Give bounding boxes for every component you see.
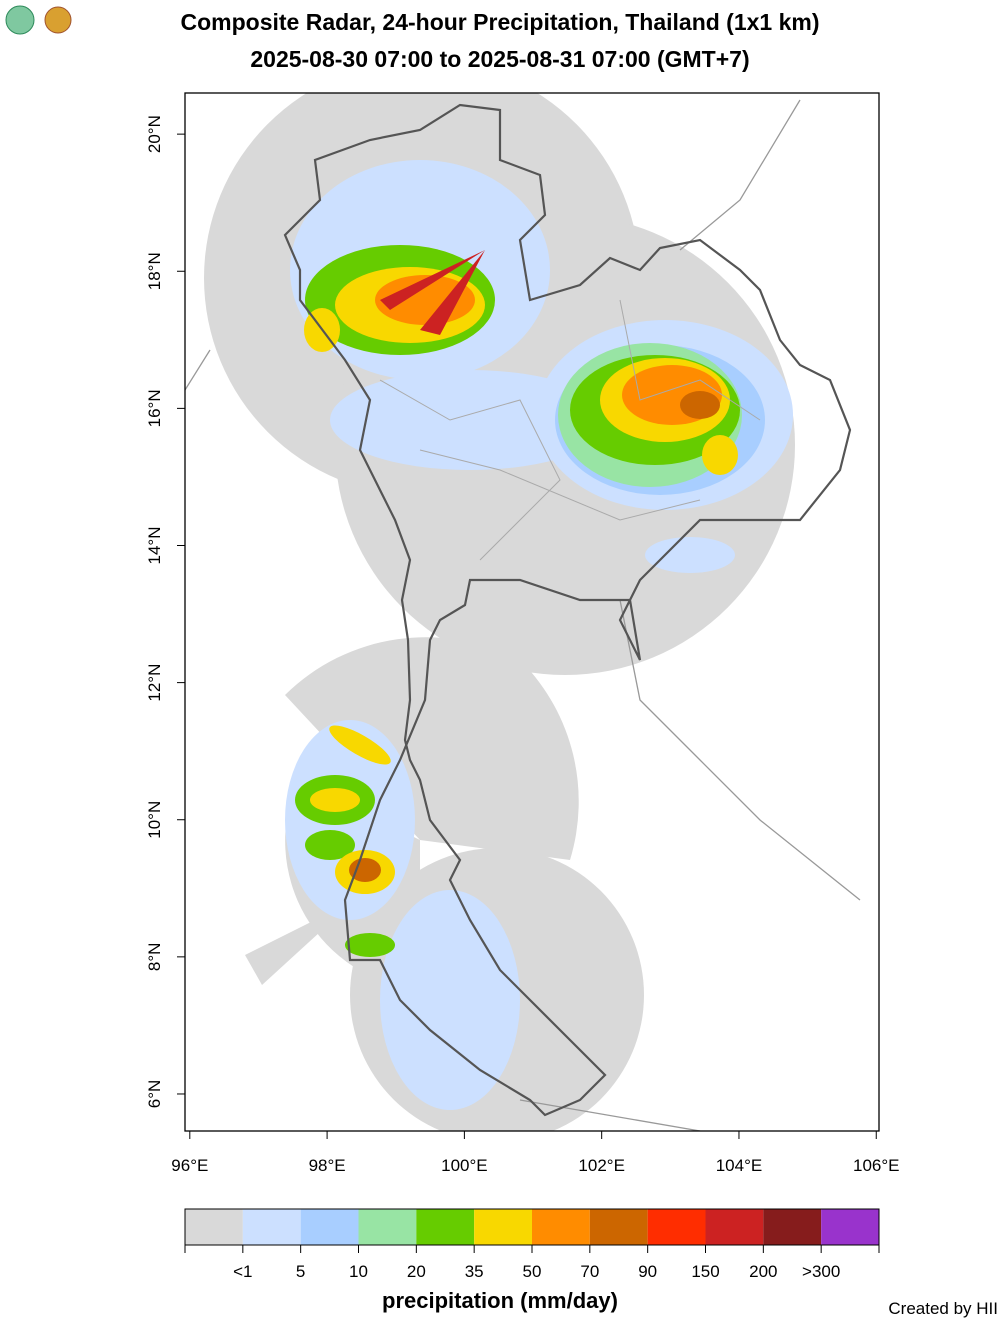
legend-label: 35 xyxy=(465,1262,484,1281)
legend-label: 20 xyxy=(407,1262,426,1281)
y-tick-label: 8°N xyxy=(145,943,164,972)
credit: Created by HII xyxy=(888,1299,998,1318)
x-tick-label: 106°E xyxy=(853,1156,900,1175)
legend-label: <1 xyxy=(233,1262,252,1281)
x-tick-label: 100°E xyxy=(441,1156,488,1175)
subtitle: 2025-08-30 07:00 to 2025-08-31 07:00 (GM… xyxy=(250,46,749,72)
legend-swatch xyxy=(474,1209,532,1245)
y-tick-label: 20°N xyxy=(145,115,164,153)
moderate-rain xyxy=(295,245,742,957)
legend-swatch xyxy=(647,1209,706,1245)
legend-swatch xyxy=(185,1209,243,1245)
legend-label: 50 xyxy=(523,1262,542,1281)
y-tick-label: 16°N xyxy=(145,389,164,427)
title: Composite Radar, 24-hour Precipitation, … xyxy=(180,9,819,35)
map-frame xyxy=(184,92,880,1132)
x-tick-label: 102°E xyxy=(578,1156,625,1175)
legend-swatch xyxy=(705,1209,764,1245)
x-tick-label: 98°E xyxy=(309,1156,346,1175)
legend: <1 5 10 20 35 50 70 90 150 200 >300 xyxy=(184,1208,880,1281)
legend-swatch xyxy=(589,1209,648,1245)
y-tick-label: 10°N xyxy=(145,801,164,839)
legend-swatch xyxy=(821,1209,879,1245)
legend-label: 200 xyxy=(749,1262,777,1281)
legend-swatch xyxy=(763,1209,822,1245)
y-tick-label: 6°N xyxy=(145,1080,164,1109)
legend-label: 90 xyxy=(638,1262,657,1281)
y-tick-label: 18°N xyxy=(145,252,164,290)
legend-label: 5 xyxy=(296,1262,305,1281)
y-tick-label: 12°N xyxy=(145,664,164,702)
legend-label: 150 xyxy=(691,1262,719,1281)
legend-title: precipitation (mm/day) xyxy=(382,1288,618,1313)
legend-label: >300 xyxy=(802,1262,840,1281)
legend-swatch xyxy=(358,1209,417,1245)
map-area xyxy=(185,93,861,1131)
y-tick-label: 14°N xyxy=(145,527,164,565)
x-tick-label: 96°E xyxy=(171,1156,208,1175)
legend-label: 10 xyxy=(349,1262,368,1281)
legend-swatch xyxy=(416,1209,475,1245)
legend-swatch xyxy=(300,1209,359,1245)
logos xyxy=(5,5,72,35)
legend-swatch xyxy=(242,1209,301,1245)
boundaries xyxy=(185,99,861,1131)
legend-label: 70 xyxy=(580,1262,599,1281)
legend-swatch xyxy=(532,1209,590,1245)
x-tick-label: 104°E xyxy=(716,1156,763,1175)
axes: 96°E 98°E 100°E 102°E 104°E 106°E 6°N 8°N 10°N 12… xyxy=(145,115,900,1175)
